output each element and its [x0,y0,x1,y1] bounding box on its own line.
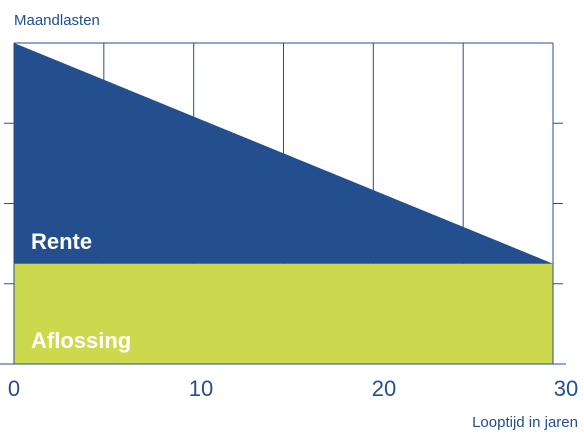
area-rente [14,43,553,264]
x-tick-label-10: 10 [189,376,213,401]
x-tick-label-0: 0 [8,376,20,401]
y-axis-label: Maandlasten [14,12,100,29]
series-label-rente: Rente [31,229,92,254]
series-label-aflossing: Aflossing [31,328,131,353]
x-tick-label-30: 30 [554,376,578,401]
area-aflossing [14,263,553,364]
x-axis-label: Looptijd in jaren [472,414,578,431]
x-tick-label-20: 20 [372,376,396,401]
